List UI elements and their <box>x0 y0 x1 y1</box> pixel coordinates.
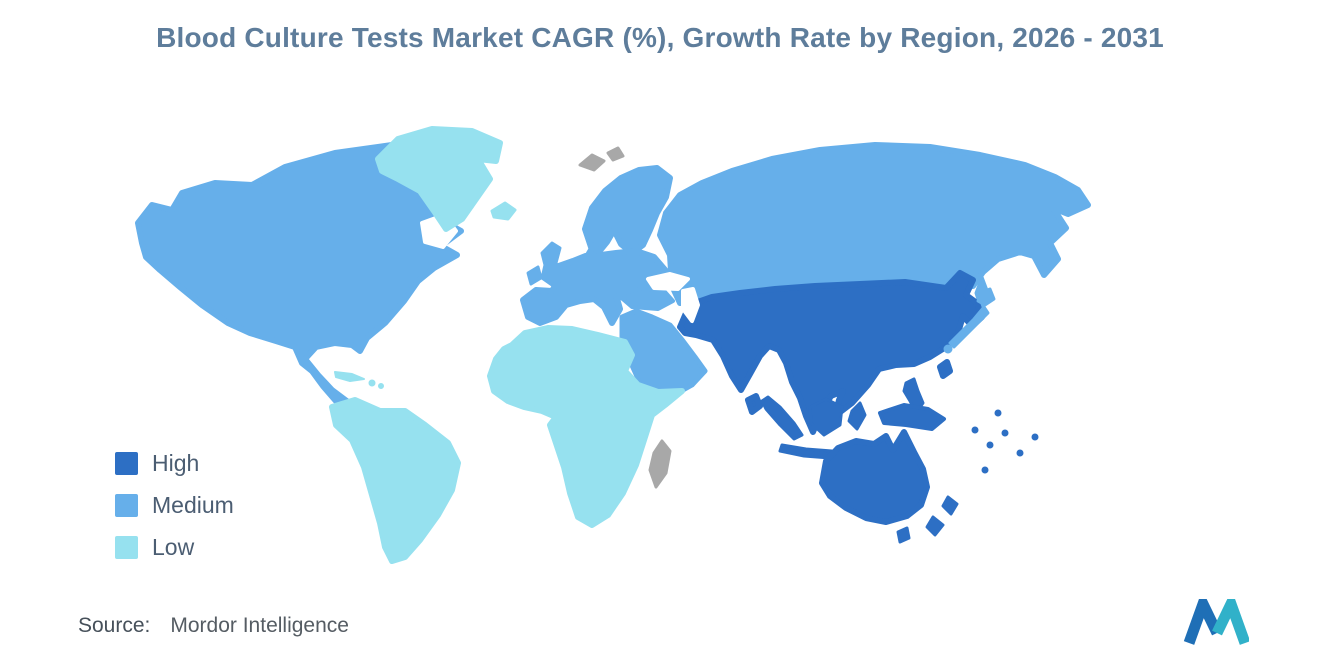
region-middle-east <box>619 308 708 400</box>
region-iceland <box>490 201 517 221</box>
region-japan <box>943 287 996 354</box>
region-south-america <box>329 397 461 564</box>
region-svalbard <box>578 146 625 172</box>
legend-label-medium: Medium <box>152 492 234 518</box>
region-new-zealand <box>925 495 959 537</box>
logo-right-stroke <box>1212 599 1249 645</box>
region-caribbean <box>334 371 384 389</box>
region-pacific-islands <box>971 409 1039 474</box>
region-scandinavia <box>582 165 673 256</box>
region-australia <box>819 429 930 544</box>
world-map-container <box>80 95 1240 575</box>
legend-swatch-high <box>115 452 138 475</box>
legend-swatch-low <box>115 536 138 559</box>
region-greenland <box>375 126 503 232</box>
legend: High Medium Low <box>115 450 234 561</box>
region-new-guinea <box>878 403 946 431</box>
legend-label-high: High <box>152 450 200 476</box>
region-madagascar <box>648 439 672 489</box>
legend-item-medium: Medium <box>115 492 234 519</box>
region-north-america <box>135 142 474 415</box>
legend-item-low: Low <box>115 534 234 561</box>
legend-item-high: High <box>115 450 234 477</box>
region-africa <box>487 325 685 528</box>
world-map <box>135 126 1091 564</box>
legend-label-low: Low <box>152 534 195 560</box>
source-value: Mordor Intelligence <box>170 614 349 637</box>
legend-swatch-medium <box>115 494 138 517</box>
black-sea-water <box>646 272 690 291</box>
source-line: Source: Mordor Intelligence <box>78 614 349 638</box>
region-asia-high <box>677 270 985 435</box>
mordor-intelligence-logo <box>1183 599 1249 645</box>
caspian-sea-water <box>681 287 700 323</box>
page-title: Blood Culture Tests Market CAGR (%), Gro… <box>156 22 1164 53</box>
logo-left-stroke <box>1183 599 1222 645</box>
source-label: Source: <box>78 614 151 637</box>
region-turkey <box>616 286 675 311</box>
region-russia <box>657 142 1091 306</box>
